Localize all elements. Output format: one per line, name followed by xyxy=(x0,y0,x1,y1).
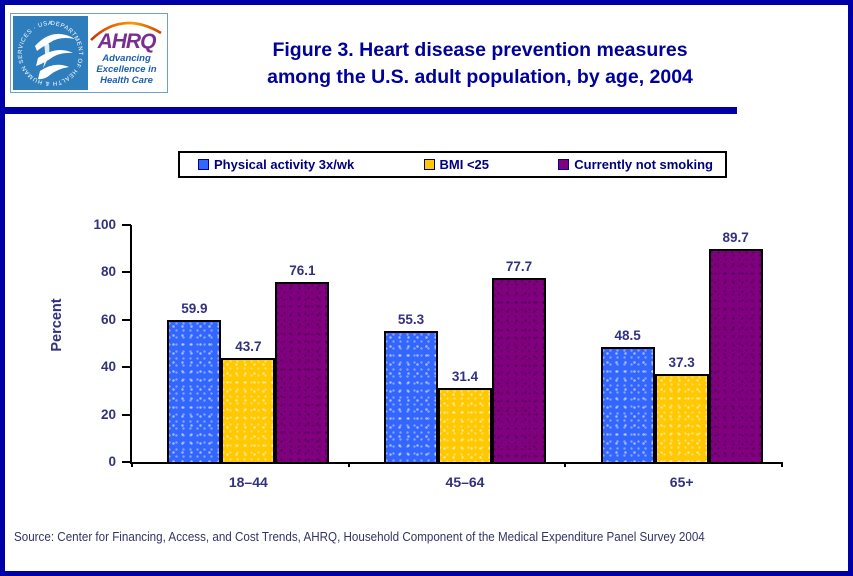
figure-title-line1: Figure 3. Heart disease prevention measu… xyxy=(272,39,688,61)
legend-swatch xyxy=(198,159,209,170)
bar xyxy=(275,281,330,462)
y-tick-label: 60 xyxy=(100,311,116,327)
bar xyxy=(600,347,655,462)
legend-label: Currently not smoking xyxy=(574,157,713,172)
y-axis-tick xyxy=(122,366,131,369)
y-axis-tick xyxy=(122,461,131,463)
hhs-eagle-icon: DEPARTMENT OF HEALTH & HUMAN SERVICES · … xyxy=(18,21,82,86)
bar-value-label: 59.9 xyxy=(181,301,208,317)
bar xyxy=(708,249,763,462)
y-axis-tick xyxy=(122,271,131,274)
x-axis-tick xyxy=(781,462,783,467)
plot-area: 0 20 40 60 80 100 59.9 43.7 76.1 18–44 55.3 31.4 77.… xyxy=(93,217,783,490)
x-axis-tick xyxy=(564,462,567,467)
y-axis-tick xyxy=(122,413,131,416)
chart-legend: Physical activity 3x/wk BMI <25 Currently … xyxy=(178,151,727,178)
y-axis-tick xyxy=(122,318,131,321)
x-axis-tick xyxy=(131,462,133,467)
ahrq-tagline-line1: Advancing xyxy=(102,53,151,64)
legend-swatch xyxy=(423,159,435,170)
y-axis-tick xyxy=(122,224,131,226)
y-tick-label: 80 xyxy=(100,264,116,280)
legend-label: BMI <25 xyxy=(439,157,490,172)
bar xyxy=(221,358,276,462)
y-tick-label: 20 xyxy=(100,406,116,422)
source-note: Source: Center for Financing, Access, an… xyxy=(14,530,705,544)
x-category-label: 45–64 xyxy=(445,474,485,490)
figure-title-line2: among the U.S. adult population, by age,… xyxy=(267,66,693,88)
bar-value-label: 77.7 xyxy=(505,258,533,274)
y-axis-title: Percent xyxy=(49,298,65,352)
bar xyxy=(654,373,709,462)
x-axis-tick xyxy=(347,462,350,467)
x-category-label: 18–44 xyxy=(228,474,268,490)
bar-value-label: 76.1 xyxy=(289,262,316,278)
legend-item: Physical activity 3x/wk xyxy=(198,157,354,172)
bar xyxy=(384,330,438,462)
title-divider-rule xyxy=(5,107,737,114)
bar xyxy=(492,277,546,462)
ahrq-hhs-logo: DEPARTMENT OF HEALTH & HUMAN SERVICES · … xyxy=(10,13,168,93)
bar xyxy=(438,387,492,462)
legend-item: BMI <25 xyxy=(423,157,490,172)
bar-value-label: 37.3 xyxy=(668,354,695,370)
hhs-seal: DEPARTMENT OF HEALTH & HUMAN SERVICES · … xyxy=(13,16,88,90)
ahrq-logo: AHRQ Advancing Excellence in Health Care xyxy=(88,16,165,90)
ahrq-tagline: Advancing Excellence in Health Care xyxy=(88,53,165,86)
legend-label: Physical activity 3x/wk xyxy=(214,157,355,172)
ahrq-swoosh-icon xyxy=(90,21,162,41)
ahrq-tagline-line3: Health Care xyxy=(100,75,153,86)
bar-value-label: 31.4 xyxy=(451,368,479,384)
y-tick-label: 0 xyxy=(108,454,116,469)
figure-title: Figure 3. Heart disease prevention measu… xyxy=(175,37,785,91)
bar-value-label: 43.7 xyxy=(235,339,262,355)
bar-value-label: 55.3 xyxy=(397,311,425,327)
bar-value-label: 89.7 xyxy=(722,230,749,246)
ahrq-wordmark: AHRQ xyxy=(97,30,157,53)
legend-swatch xyxy=(558,159,570,170)
ahrq-tagline-line2: Excellence in xyxy=(96,64,157,75)
y-tick-label: 100 xyxy=(93,217,116,232)
legend-item: Currently not smoking xyxy=(558,157,713,172)
x-category-label: 65+ xyxy=(669,474,694,490)
bar-value-label: 48.5 xyxy=(614,328,641,344)
bar xyxy=(167,320,222,462)
y-tick-label: 40 xyxy=(100,359,116,375)
